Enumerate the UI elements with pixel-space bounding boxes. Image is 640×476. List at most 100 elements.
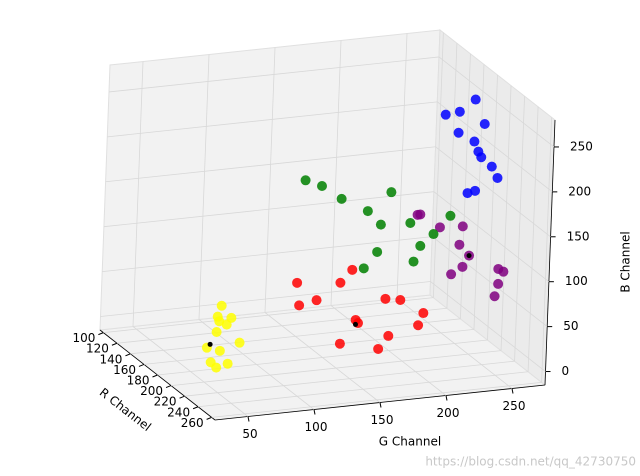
y-tick bbox=[379, 402, 382, 408]
data-point bbox=[214, 345, 225, 356]
data-point bbox=[428, 229, 439, 240]
data-point bbox=[372, 246, 383, 257]
grid-line bbox=[487, 74, 498, 341]
x-tick-label: 220 bbox=[154, 395, 177, 409]
data-point bbox=[492, 172, 503, 183]
data-point bbox=[415, 240, 426, 251]
x-tick-label: 260 bbox=[181, 416, 204, 430]
grid-line bbox=[102, 236, 433, 273]
data-point bbox=[362, 206, 373, 217]
grid-line bbox=[396, 33, 408, 299]
data-point bbox=[234, 337, 245, 348]
grid-line bbox=[132, 61, 144, 327]
data-point bbox=[311, 295, 322, 306]
z-tick-label: 250 bbox=[570, 139, 593, 153]
grid-line bbox=[100, 281, 431, 317]
y-tick-label: 150 bbox=[371, 413, 394, 427]
y-tick-label: 50 bbox=[242, 427, 257, 441]
data-point bbox=[352, 321, 358, 327]
z-tick-label: 150 bbox=[567, 229, 590, 243]
data-point bbox=[347, 264, 358, 275]
data-point bbox=[413, 320, 424, 331]
data-point bbox=[453, 127, 464, 138]
data-point bbox=[335, 277, 346, 288]
data-point bbox=[418, 308, 429, 319]
data-point bbox=[334, 338, 345, 349]
data-point bbox=[226, 312, 237, 323]
points bbox=[201, 94, 509, 373]
x-tick bbox=[98, 332, 104, 336]
x-tick bbox=[125, 353, 131, 357]
data-point bbox=[222, 358, 233, 369]
data-point bbox=[405, 217, 416, 228]
x-tick-label: 140 bbox=[100, 352, 123, 366]
data-point bbox=[493, 278, 504, 289]
data-point bbox=[489, 291, 500, 302]
watermark: https://blog.csdn.net/qq_42730750 bbox=[425, 455, 636, 469]
data-point bbox=[466, 253, 472, 259]
grid-line bbox=[330, 305, 447, 396]
data-point bbox=[440, 109, 451, 120]
z-axis-label: B Channel bbox=[619, 231, 633, 292]
grid-line bbox=[527, 106, 539, 372]
data-point bbox=[216, 300, 227, 311]
grid-line bbox=[103, 191, 434, 228]
y-tick-label: 250 bbox=[503, 399, 526, 413]
y-tick bbox=[313, 409, 316, 415]
axis-line bbox=[544, 119, 556, 386]
data-point bbox=[373, 343, 384, 354]
data-point bbox=[395, 294, 406, 305]
data-point bbox=[300, 175, 311, 186]
x-tick bbox=[165, 385, 172, 389]
data-point bbox=[375, 219, 386, 230]
data-point bbox=[317, 181, 328, 192]
data-point bbox=[380, 293, 391, 304]
grid-line bbox=[432, 32, 444, 298]
grid-line bbox=[198, 54, 210, 320]
z-tick-label: 100 bbox=[565, 274, 588, 288]
data-point bbox=[212, 311, 223, 322]
grid-line bbox=[330, 40, 342, 306]
grid-line bbox=[435, 146, 551, 238]
y-tick bbox=[445, 395, 448, 401]
y-tick-label: 200 bbox=[437, 406, 460, 420]
grid-line bbox=[473, 64, 485, 330]
data-point bbox=[207, 341, 213, 347]
x-tick bbox=[179, 395, 185, 399]
z-tick-label: 200 bbox=[568, 184, 591, 198]
data-point bbox=[412, 209, 423, 220]
data-point bbox=[386, 187, 397, 198]
x-tick-label: 240 bbox=[167, 405, 190, 419]
data-point bbox=[294, 300, 305, 311]
x-tick-label: 160 bbox=[113, 363, 136, 377]
y-axis-label: G Channel bbox=[379, 435, 441, 449]
data-point bbox=[454, 106, 465, 117]
data-point bbox=[211, 327, 222, 338]
grid-line bbox=[514, 96, 525, 362]
x-tick-label: 120 bbox=[86, 342, 109, 356]
x-tick bbox=[206, 416, 212, 420]
data-point bbox=[470, 185, 481, 196]
grid-line bbox=[396, 298, 513, 389]
z-tick-label: 0 bbox=[562, 364, 570, 378]
grid-line bbox=[431, 236, 548, 327]
data-point bbox=[336, 193, 347, 204]
x-tick bbox=[192, 406, 199, 410]
data-point bbox=[383, 330, 394, 341]
data-point bbox=[434, 222, 445, 233]
grid-line bbox=[460, 53, 471, 319]
data-point bbox=[292, 277, 303, 288]
grid-line bbox=[264, 312, 381, 403]
grid-line bbox=[264, 47, 276, 313]
y-tick bbox=[511, 388, 514, 394]
x-tick bbox=[152, 374, 158, 378]
grid-line bbox=[132, 326, 249, 417]
data-point bbox=[469, 136, 480, 147]
data-point bbox=[486, 161, 497, 172]
y-tick-label: 100 bbox=[305, 420, 328, 434]
grid bbox=[99, 32, 556, 421]
x-tick bbox=[111, 342, 118, 346]
data-point bbox=[462, 188, 473, 199]
